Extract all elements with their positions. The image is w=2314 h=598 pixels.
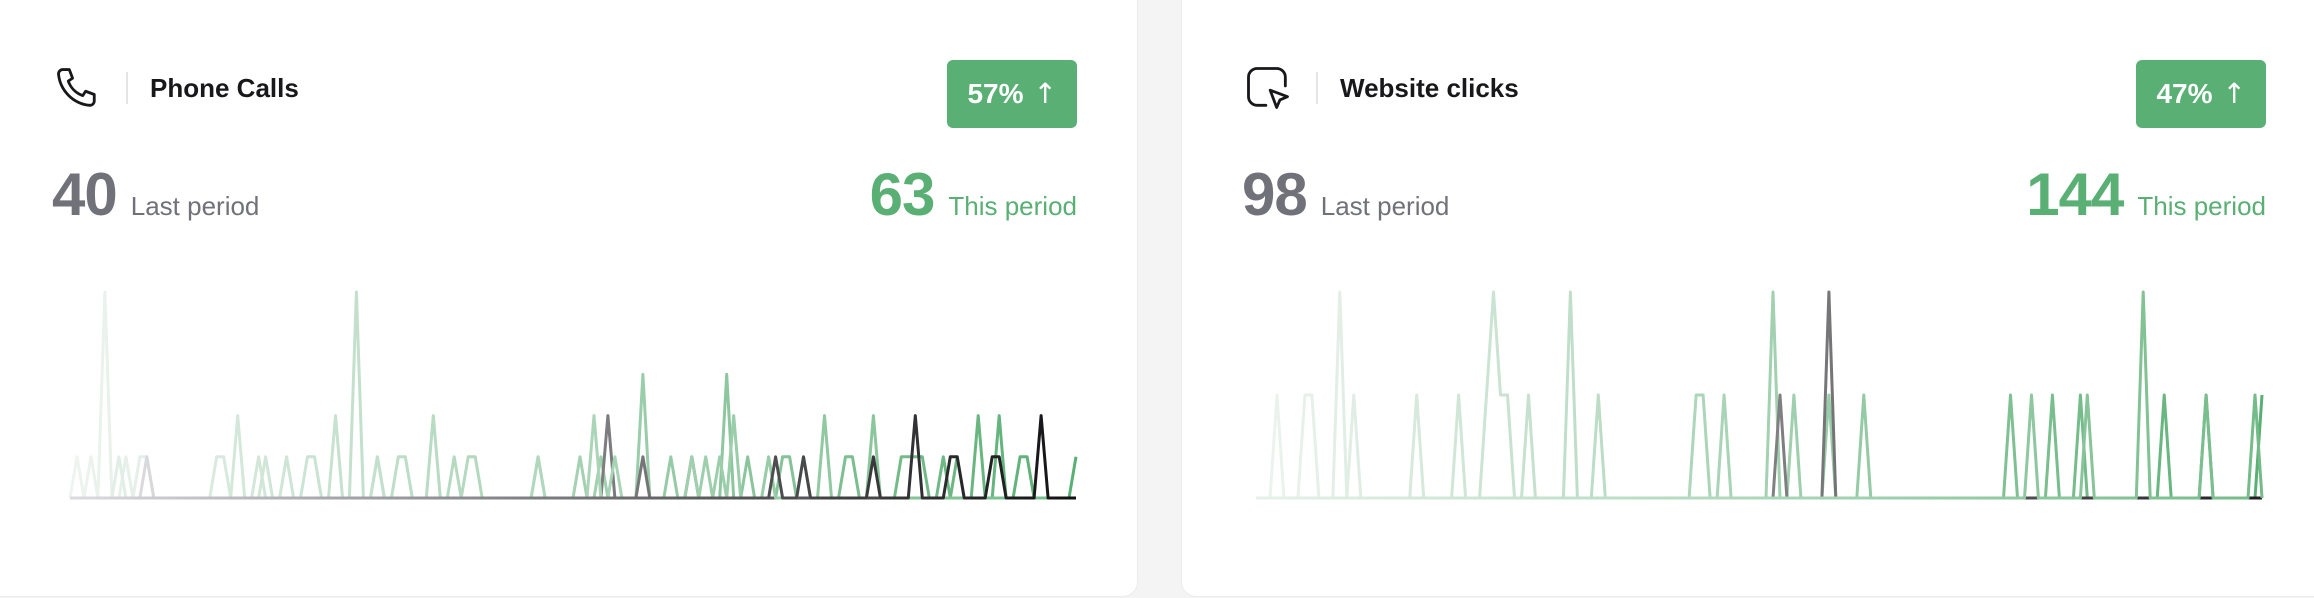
this-period-metric: 144 This period [2026, 160, 2266, 230]
last-period-label: Last period [130, 191, 260, 221]
series-line-1 [68, 290, 1078, 500]
card-title: Website clicks [1340, 73, 1519, 103]
this-period-metric: 63 This period [870, 160, 1077, 230]
last-period-value: 98 [1242, 161, 1308, 228]
last-period-label: Last period [1320, 191, 1450, 221]
change-percent: 47% [2156, 78, 2213, 109]
arrow-up-icon: ↑ [2222, 77, 2246, 110]
series-line-1 [1256, 290, 2264, 500]
phone-icon [52, 62, 104, 114]
change-badge: 47% ↑ [2136, 60, 2266, 128]
last-period-metric: 40 Last period [52, 160, 259, 230]
series-line-2 [1256, 290, 2262, 500]
metric-card-phone-calls: Phone Calls 57% ↑ 40 Last period 63 This pe… [0, 0, 1137, 596]
header-divider [126, 72, 128, 104]
this-period-value: 144 [2026, 161, 2124, 228]
arrow-up-icon: ↑ [1033, 77, 1057, 110]
period-metrics: 40 Last period 63 This period [0, 160, 1137, 240]
this-period-label: This period [948, 191, 1077, 221]
change-badge: 57% ↑ [947, 60, 1077, 128]
sparkline-chart [68, 290, 1078, 500]
this-period-value: 63 [869, 161, 936, 228]
series-line-4 [70, 414, 1076, 500]
sparkline-chart [1256, 290, 2264, 500]
series-line-3 [1256, 290, 2264, 500]
last-period-metric: 98 Last period [1242, 160, 1449, 230]
card-header: Website clicks 47% ↑ [1182, 60, 2314, 128]
period-metrics: 98 Last period 144 This period [1182, 160, 2314, 240]
change-percent: 57% [967, 78, 1024, 109]
header-divider [1316, 72, 1318, 104]
cursor-click-icon [1242, 62, 1294, 114]
metric-card-website-clicks: Website clicks 47% ↑ 98 Last period 144 Thi… [1182, 0, 2314, 596]
card-title: Phone Calls [150, 73, 299, 103]
this-period-label: This period [2137, 191, 2266, 221]
last-period-value: 40 [52, 161, 118, 228]
card-header: Phone Calls 57% ↑ [0, 60, 1137, 128]
